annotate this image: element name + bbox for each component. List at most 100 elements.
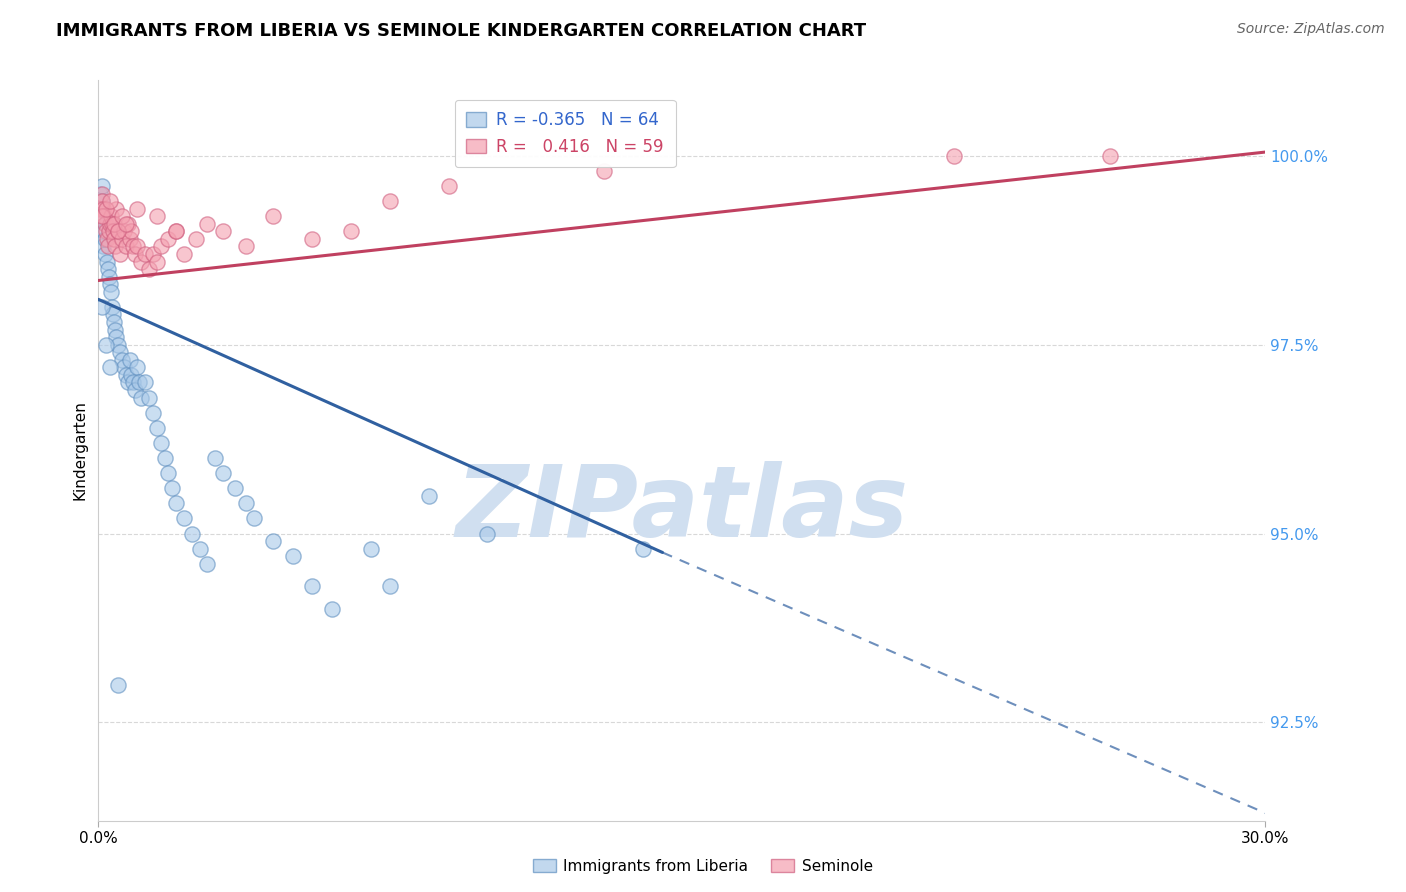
Point: [91, 209, 114, 223]
Text: IMMIGRANTS FROM LIBERIA VS SEMINOLE KINDERGARTEN CORRELATION CHART: IMMIGRANTS FROM LIBERIA VS SEMINOLE KIND…: [56, 22, 866, 40]
Point: [157, 466, 180, 480]
Point: [98, 224, 121, 238]
Point: [100, 285, 122, 299]
Point: [93, 239, 115, 253]
Point: [94, 247, 117, 261]
Point: [129, 391, 152, 405]
Point: [146, 254, 169, 268]
Point: [195, 217, 218, 231]
Point: [112, 360, 135, 375]
Point: [96, 202, 118, 216]
Point: [104, 322, 127, 336]
Point: [93, 202, 115, 216]
Point: [89, 186, 111, 201]
Point: [128, 376, 150, 390]
Point: [138, 391, 160, 405]
Point: [134, 376, 156, 390]
Point: [321, 602, 343, 616]
Point: [94, 232, 117, 246]
Point: [108, 247, 131, 261]
Point: [90, 202, 112, 216]
Point: [107, 224, 129, 238]
Point: [1098, 149, 1121, 163]
Point: [114, 217, 136, 231]
Point: [90, 186, 112, 201]
Point: [104, 202, 127, 216]
Point: [149, 436, 172, 450]
Point: [212, 224, 235, 238]
Point: [146, 209, 169, 223]
Point: [121, 224, 143, 238]
Point: [301, 579, 323, 593]
Text: Source: ZipAtlas.com: Source: ZipAtlas.com: [1237, 22, 1385, 37]
Point: [153, 450, 176, 465]
Point: [103, 232, 125, 246]
Point: [235, 239, 257, 253]
Point: [360, 541, 382, 556]
Point: [101, 300, 124, 314]
Point: [138, 262, 160, 277]
Text: ZIPatlas: ZIPatlas: [456, 461, 908, 558]
Point: [380, 194, 402, 209]
Point: [380, 579, 402, 593]
Point: [96, 224, 118, 238]
Point: [165, 224, 187, 238]
Point: [134, 247, 156, 261]
Point: [97, 239, 120, 253]
Point: [89, 202, 111, 216]
Point: [97, 262, 120, 277]
Point: [96, 232, 118, 246]
Point: [91, 194, 114, 209]
Point: [124, 383, 146, 397]
Point: [93, 224, 115, 238]
Point: [188, 541, 211, 556]
Point: [142, 406, 165, 420]
Point: [103, 217, 125, 231]
Point: [94, 217, 117, 231]
Point: [593, 164, 616, 178]
Point: [97, 269, 120, 284]
Point: [108, 345, 131, 359]
Y-axis label: Kindergarten: Kindergarten: [72, 401, 87, 500]
Point: [146, 421, 169, 435]
Point: [149, 239, 172, 253]
Point: [98, 194, 121, 209]
Point: [262, 209, 284, 223]
Point: [165, 496, 187, 510]
Point: [117, 376, 139, 390]
Point: [173, 247, 195, 261]
Point: [129, 254, 152, 268]
Point: [91, 300, 114, 314]
Point: [114, 239, 136, 253]
Point: [235, 496, 257, 510]
Point: [204, 450, 226, 465]
Point: [142, 247, 165, 261]
Legend: R = -0.365   N = 64, R =   0.416   N = 59: R = -0.365 N = 64, R = 0.416 N = 59: [454, 100, 676, 168]
Point: [98, 217, 121, 231]
Point: [96, 337, 118, 351]
Point: [101, 217, 124, 231]
Point: [943, 149, 966, 163]
Point: [224, 481, 246, 495]
Legend: Immigrants from Liberia, Seminole: Immigrants from Liberia, Seminole: [527, 853, 879, 880]
Point: [105, 330, 128, 344]
Point: [173, 511, 195, 525]
Point: [114, 368, 136, 382]
Point: [103, 308, 125, 322]
Point: [111, 352, 134, 367]
Point: [631, 541, 654, 556]
Point: [281, 549, 304, 564]
Point: [117, 217, 139, 231]
Point: [121, 368, 143, 382]
Point: [118, 352, 141, 367]
Point: [301, 232, 323, 246]
Point: [90, 179, 112, 194]
Point: [103, 315, 125, 329]
Point: [91, 209, 114, 223]
Point: [418, 489, 440, 503]
Point: [96, 217, 118, 231]
Point: [98, 277, 121, 292]
Point: [118, 232, 141, 246]
Point: [437, 179, 460, 194]
Point: [98, 360, 121, 375]
